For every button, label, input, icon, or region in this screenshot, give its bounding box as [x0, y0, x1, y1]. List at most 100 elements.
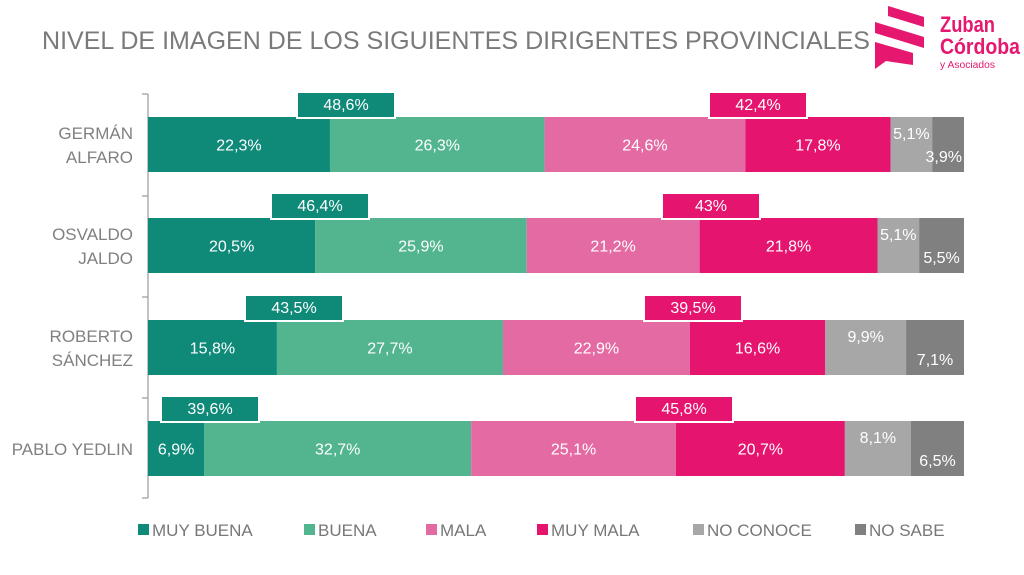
legend-item: BUENA [304, 521, 377, 540]
bar-segment-muy-mala [699, 218, 878, 273]
bar-segment-no-sabe [932, 117, 964, 172]
legend-label: BUENA [318, 521, 377, 540]
legend-label: NO CONOCE [707, 521, 812, 540]
segment-value-label: 27,7% [367, 341, 412, 358]
positive-total-callout: 46,4% [270, 192, 370, 220]
brand-logo: Zuban Córdoba y Asociados [875, 6, 1021, 71]
segment-value-label: 21,8% [766, 239, 811, 256]
positive-total-label: 43,5% [271, 300, 316, 317]
segment-value-label: 9,9% [847, 329, 883, 346]
bar-segment-buena [204, 421, 472, 476]
positive-total-box [296, 91, 396, 119]
bar-segment-muy-buena [148, 117, 330, 172]
segment-value-label: 26,3% [415, 138, 460, 155]
bar-segment-mala [471, 421, 676, 476]
segment-value-label: 5,1% [880, 227, 916, 244]
bar-row: PABLO YEDLIN 6,9% 32,7% 25,1% 20,7% 8,1% 6,5% 3… [12, 395, 964, 476]
segment-value-label: 22,3% [216, 138, 261, 155]
category-label: OSVALDO JALDO [52, 225, 133, 268]
segment-value-label: 5,1% [893, 126, 929, 143]
category-label-line: SÁNCHEZ [52, 351, 133, 370]
legend-swatch [138, 524, 149, 535]
segment-value-label: 7,1% [917, 352, 953, 369]
legend-swatch [537, 524, 548, 535]
legend-swatch [426, 524, 437, 535]
segment-value-label: 6,9% [158, 442, 194, 459]
bar-segment-muy-mala [745, 117, 891, 172]
segment-value-label: 25,1% [551, 442, 596, 459]
segment-value-label: 15,8% [190, 341, 235, 358]
bar-segment-muy-buena [148, 421, 205, 476]
legend-item: MUY MALA [537, 521, 640, 540]
category-label: PABLO YEDLIN [12, 440, 133, 459]
negative-total-callout: 43% [661, 192, 761, 220]
logo-stripe [875, 42, 913, 69]
legend-item: NO CONOCE [693, 521, 812, 540]
category-label: GERMÁN ALFARO [58, 124, 133, 167]
segment-value-label: 20,5% [209, 239, 254, 256]
logo-stripe [888, 6, 924, 27]
bar-segment-muy-mala [675, 421, 845, 476]
segment-value-label: 32,7% [315, 442, 360, 459]
bar-row: GERMÁN ALFARO 22,3% 26,3% 24,6% 17,8% 5,1% 3,9%… [58, 91, 964, 172]
negative-total-label: 39,5% [670, 300, 715, 317]
bar-segment-mala [502, 320, 690, 375]
logo-mark-icon [875, 6, 924, 69]
category-label-line: GERMÁN [58, 124, 133, 143]
logo-text-line1: Zuban [940, 12, 995, 37]
positive-total-callout: 48,6% [296, 91, 396, 119]
segment-value-label: 16,6% [735, 341, 780, 358]
bar-segment-no-sabe [906, 320, 964, 375]
positive-total-callout: 39,6% [160, 395, 260, 423]
bar-rows: GERMÁN ALFARO 22,3% 26,3% 24,6% 17,8% 5,1% 3,9%… [12, 91, 964, 476]
category-label-line: ALFARO [66, 148, 133, 167]
bar-segment-buena [329, 117, 545, 172]
logo-text-line2: Córdoba [940, 34, 1021, 59]
positive-total-callout: 43,5% [244, 294, 344, 322]
bar-segment-buena [276, 320, 503, 375]
negative-total-box [708, 91, 808, 119]
bar-row: ROBERTO SÁNCHEZ 15,8% 27,7% 22,9% 16,6% 9,9% 7,… [50, 294, 964, 375]
category-label: ROBERTO SÁNCHEZ [50, 327, 133, 370]
legend-item: MALA [426, 521, 487, 540]
positive-total-label: 39,6% [187, 401, 232, 418]
bar-segment-no-conoce [890, 117, 933, 172]
legend-label: NO SABE [869, 521, 945, 540]
negative-total-box [643, 294, 743, 322]
bar-segment-muy-mala [689, 320, 826, 375]
legend-label: MUY BUENA [152, 521, 253, 540]
segment-value-label: 21,2% [590, 239, 635, 256]
bar-segment-no-sabe [919, 218, 964, 273]
segment-value-label: 20,7% [738, 442, 783, 459]
positive-total-box [270, 192, 370, 220]
negative-total-callout: 45,8% [634, 395, 734, 423]
legend: MUY BUENA BUENA MALA MUY MALA NO CONOCE NO SA… [138, 521, 945, 540]
negative-total-box [661, 192, 761, 220]
segment-value-label: 3,9% [926, 149, 962, 166]
legend-swatch [304, 524, 315, 535]
logo-text-line3: y Asociados [940, 60, 995, 71]
positive-total-box [244, 294, 344, 322]
legend-swatch [693, 524, 704, 535]
chart-title: NIVEL DE IMAGEN DE LOS SIGUIENTES DIRIGE… [42, 27, 870, 55]
negative-total-callout: 39,5% [643, 294, 743, 322]
bar-segment-muy-buena [148, 218, 316, 273]
category-label-line: PABLO YEDLIN [12, 440, 133, 459]
logo-stripe [875, 22, 924, 48]
segment-value-label: 17,8% [795, 138, 840, 155]
positive-total-box [160, 395, 260, 423]
category-label-line: OSVALDO [52, 225, 133, 244]
segment-value-label: 24,6% [622, 138, 667, 155]
segment-value-label: 8,1% [860, 430, 896, 447]
bar-row: OSVALDO JALDO 20,5% 25,9% 21,2% 21,8% 5,1% 5,5%… [52, 192, 964, 273]
bar-segment-no-conoce [877, 218, 920, 273]
segment-value-label: 25,9% [398, 239, 443, 256]
bar-segment-mala [544, 117, 746, 172]
negative-total-callout: 42,4% [708, 91, 808, 119]
legend-item: MUY BUENA [138, 521, 253, 540]
category-label-line: JALDO [78, 249, 133, 268]
legend-swatch [855, 524, 866, 535]
positive-total-label: 46,4% [297, 198, 342, 215]
